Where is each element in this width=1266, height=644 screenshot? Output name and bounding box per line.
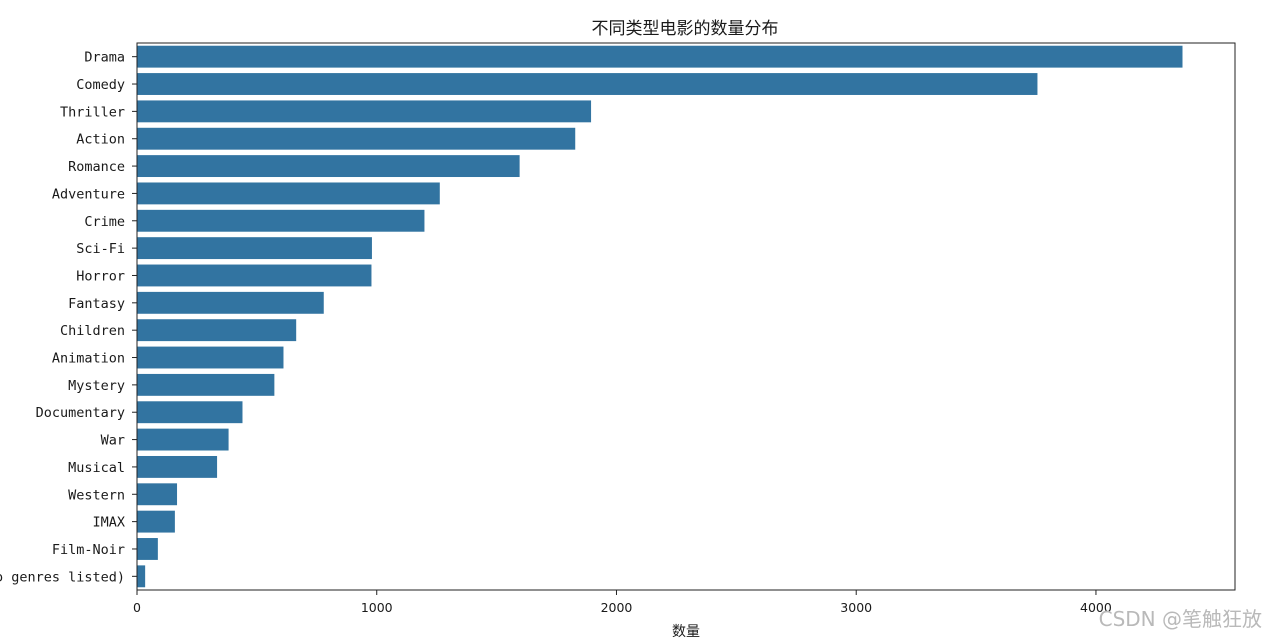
category-label-documentary: Documentary bbox=[36, 405, 125, 421]
category-label-animation: Animation bbox=[52, 351, 125, 367]
category-label-imax: IMAX bbox=[92, 515, 125, 531]
category-label-no-genres-listed: (no genres listed) bbox=[0, 569, 125, 585]
bar-crime bbox=[137, 209, 425, 232]
x-tick-label: 0 bbox=[133, 600, 141, 615]
bar-sci-fi bbox=[137, 237, 372, 260]
bar-animation bbox=[137, 346, 284, 369]
bar-musical bbox=[137, 455, 218, 478]
category-label-musical: Musical bbox=[68, 460, 125, 476]
bar-western bbox=[137, 483, 178, 506]
category-labels: Drama Comedy Thriller Action Romance Adventur… bbox=[0, 50, 137, 585]
bar-mystery bbox=[137, 373, 275, 396]
category-label-thriller: Thriller bbox=[60, 104, 125, 120]
plot-frame bbox=[136, 42, 1236, 591]
bar-children bbox=[137, 319, 297, 342]
x-tick-label: 3000 bbox=[840, 600, 872, 615]
bar-comedy bbox=[137, 73, 1038, 95]
bar-documentary bbox=[137, 401, 243, 424]
category-label-fantasy: Fantasy bbox=[68, 296, 125, 312]
category-label-horror: Horror bbox=[76, 268, 125, 284]
bar-thriller bbox=[137, 100, 592, 123]
category-label-war: War bbox=[101, 433, 125, 449]
x-tick-label: 4000 bbox=[1080, 600, 1112, 615]
bar-romance bbox=[137, 155, 520, 178]
x-axis-label: 数量 bbox=[672, 624, 700, 639]
category-label-comedy: Comedy bbox=[76, 77, 125, 93]
bar-action bbox=[137, 127, 576, 150]
category-label-film-noir: Film-Noir bbox=[52, 542, 125, 558]
chart-title: 不同类型电影的数量分布 bbox=[592, 19, 779, 39]
category-label-adventure: Adventure bbox=[52, 186, 125, 202]
watermark: CSDN @笔触狂放 bbox=[1099, 607, 1262, 631]
bar-no-genres-listed bbox=[137, 565, 146, 588]
bar-drama bbox=[137, 45, 1183, 68]
bar-horror bbox=[137, 264, 372, 287]
category-label-children: Children bbox=[60, 323, 125, 339]
category-label-crime: Crime bbox=[84, 214, 125, 230]
category-label-sci-fi: Sci-Fi bbox=[76, 241, 125, 257]
category-label-western: Western bbox=[68, 487, 125, 503]
category-label-drama: Drama bbox=[84, 50, 125, 66]
bar-war bbox=[137, 428, 229, 451]
bar-film-noir bbox=[137, 538, 158, 560]
x-axis-ticks: 0 1000 2000 3000 4000 bbox=[133, 590, 1112, 615]
bars-group bbox=[137, 45, 1183, 588]
x-tick-label: 1000 bbox=[361, 600, 393, 615]
bar-adventure bbox=[137, 182, 440, 205]
category-label-action: Action bbox=[76, 132, 125, 148]
bar-fantasy bbox=[137, 291, 324, 314]
bar-imax bbox=[137, 510, 175, 533]
x-tick-label: 2000 bbox=[601, 600, 633, 615]
category-label-romance: Romance bbox=[68, 159, 125, 175]
category-label-mystery: Mystery bbox=[68, 378, 125, 394]
